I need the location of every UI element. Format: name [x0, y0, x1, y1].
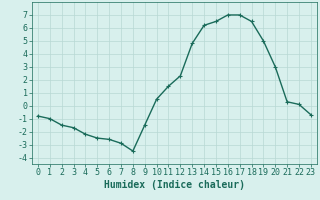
X-axis label: Humidex (Indice chaleur): Humidex (Indice chaleur) [104, 180, 245, 190]
